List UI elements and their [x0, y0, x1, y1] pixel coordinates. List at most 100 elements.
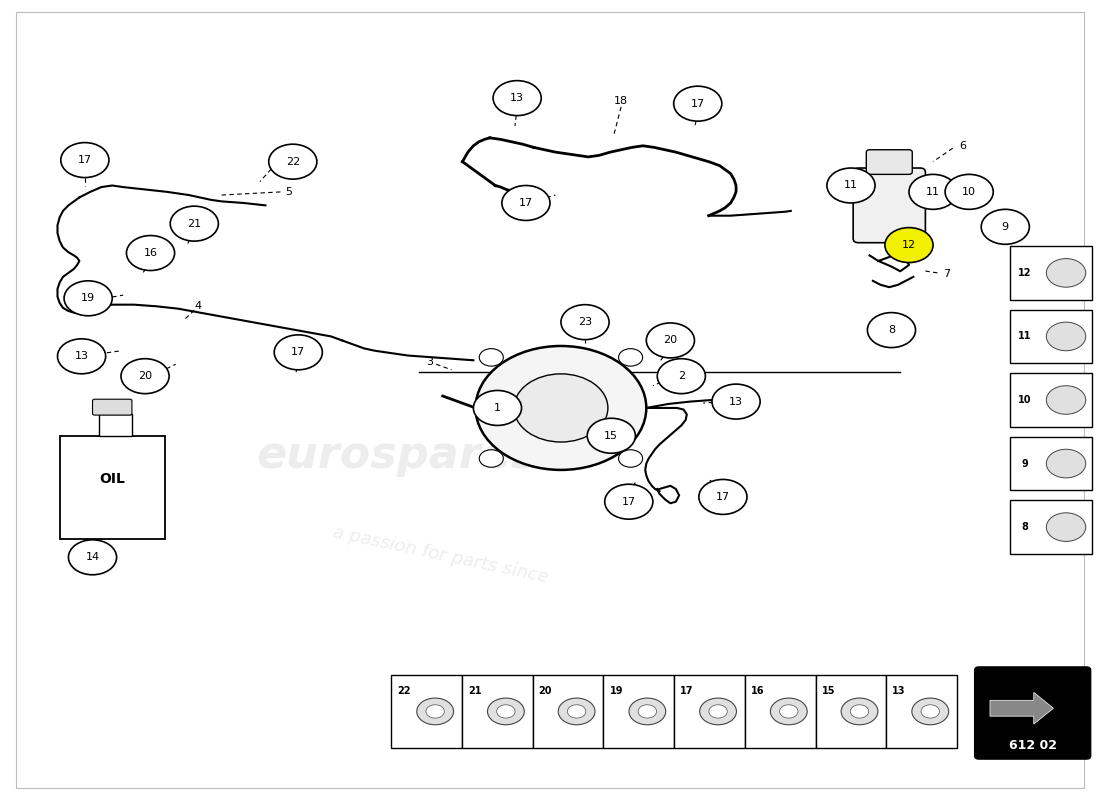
Circle shape: [884, 228, 933, 262]
Circle shape: [698, 479, 747, 514]
Bar: [532, 675, 604, 748]
Text: 22: 22: [286, 157, 300, 166]
Bar: [1010, 437, 1092, 490]
Circle shape: [587, 418, 636, 454]
Text: 10: 10: [962, 187, 976, 197]
Bar: [887, 675, 957, 748]
Text: 4: 4: [194, 302, 201, 311]
Circle shape: [605, 484, 653, 519]
Circle shape: [981, 210, 1030, 244]
Circle shape: [868, 313, 915, 347]
Text: 7: 7: [943, 270, 949, 279]
Circle shape: [921, 705, 939, 718]
Circle shape: [487, 698, 525, 725]
Text: 13: 13: [75, 351, 89, 362]
Circle shape: [850, 705, 869, 718]
Text: 16: 16: [143, 248, 157, 258]
Text: 21: 21: [468, 686, 482, 696]
Circle shape: [712, 384, 760, 419]
Polygon shape: [990, 692, 1054, 724]
Text: 17: 17: [519, 198, 534, 208]
Circle shape: [60, 142, 109, 178]
Circle shape: [126, 235, 175, 270]
Circle shape: [708, 705, 727, 718]
Text: 23: 23: [578, 317, 592, 327]
Text: 17: 17: [716, 492, 730, 502]
Circle shape: [493, 81, 541, 115]
Text: 21: 21: [187, 218, 201, 229]
Bar: [59, 436, 165, 539]
Text: 15: 15: [604, 430, 618, 441]
Text: 17: 17: [78, 155, 92, 165]
Text: 3: 3: [426, 357, 433, 367]
Text: 17: 17: [621, 497, 636, 506]
Text: eurospares: eurospares: [256, 434, 538, 477]
Text: 13: 13: [729, 397, 744, 406]
FancyBboxPatch shape: [92, 399, 132, 415]
Circle shape: [1046, 386, 1086, 414]
Circle shape: [1046, 258, 1086, 287]
Circle shape: [1046, 513, 1086, 542]
Circle shape: [618, 349, 642, 366]
Text: 22: 22: [397, 686, 410, 696]
Circle shape: [502, 186, 550, 221]
Text: 14: 14: [86, 552, 100, 562]
Circle shape: [426, 705, 444, 718]
Bar: [1010, 374, 1092, 426]
Circle shape: [629, 698, 666, 725]
Circle shape: [473, 390, 521, 426]
Text: 20: 20: [663, 335, 678, 346]
Circle shape: [945, 174, 993, 210]
Circle shape: [274, 335, 322, 370]
Bar: [1010, 246, 1092, 299]
Text: 9: 9: [1002, 222, 1009, 232]
Circle shape: [480, 450, 504, 467]
Circle shape: [68, 540, 117, 574]
Circle shape: [673, 86, 722, 121]
Circle shape: [64, 281, 112, 316]
Text: 17: 17: [680, 686, 694, 696]
Text: 12: 12: [902, 240, 916, 250]
Bar: [816, 675, 887, 748]
Circle shape: [780, 705, 798, 718]
Text: 18: 18: [614, 96, 628, 106]
Circle shape: [638, 705, 657, 718]
Text: 13: 13: [892, 686, 906, 696]
Circle shape: [480, 349, 504, 366]
Circle shape: [268, 144, 317, 179]
Text: 11: 11: [844, 181, 858, 190]
Circle shape: [558, 698, 595, 725]
Bar: [462, 675, 532, 748]
Circle shape: [700, 698, 737, 725]
Circle shape: [57, 339, 106, 374]
Bar: [1010, 501, 1092, 554]
Circle shape: [1046, 322, 1086, 350]
Text: 612 02: 612 02: [1009, 739, 1057, 752]
Text: 2: 2: [678, 371, 685, 381]
Text: 15: 15: [822, 686, 835, 696]
Text: 12: 12: [1019, 268, 1032, 278]
Circle shape: [475, 346, 647, 470]
FancyBboxPatch shape: [854, 168, 925, 242]
Circle shape: [618, 450, 642, 467]
Circle shape: [770, 698, 807, 725]
Text: 5: 5: [285, 187, 293, 197]
Text: a passion for parts since: a passion for parts since: [331, 523, 550, 586]
Circle shape: [1046, 450, 1086, 478]
Text: 17: 17: [292, 347, 306, 358]
Circle shape: [121, 358, 169, 394]
Text: 19: 19: [609, 686, 623, 696]
Bar: [745, 675, 816, 748]
Bar: [604, 675, 674, 748]
Circle shape: [514, 374, 608, 442]
Circle shape: [842, 698, 878, 725]
Text: 8: 8: [1022, 522, 1028, 532]
Text: OIL: OIL: [99, 473, 125, 486]
Text: 9: 9: [1022, 458, 1028, 469]
Text: 11: 11: [1019, 331, 1032, 342]
Text: 20: 20: [138, 371, 152, 381]
Text: 20: 20: [539, 686, 552, 696]
Circle shape: [658, 358, 705, 394]
Text: 1: 1: [494, 403, 501, 413]
Text: 11: 11: [926, 187, 940, 197]
